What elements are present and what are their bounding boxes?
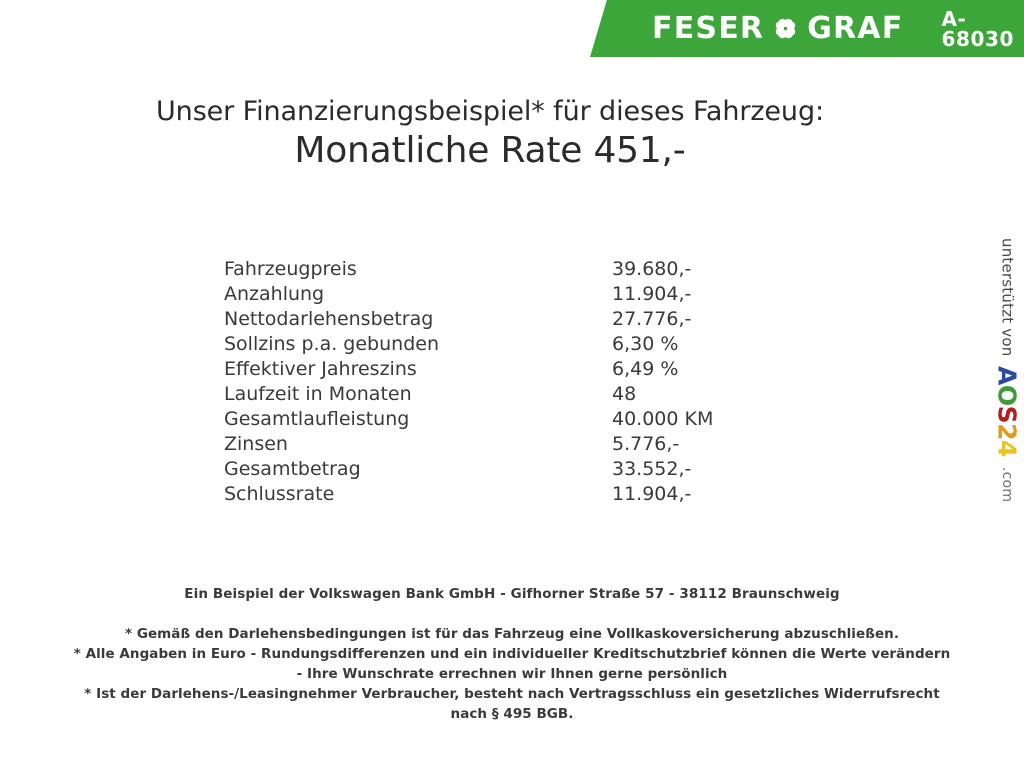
table-row: Gesamtlaufleistung 40.000 KM bbox=[224, 407, 744, 432]
financing-example-title: Unser Finanzierungsbeispiel* für dieses … bbox=[156, 96, 824, 127]
row-value: 11.904,- bbox=[612, 283, 692, 305]
financing-details-table: Fahrzeugpreis 39.680,- Anzahlung 11.904,… bbox=[224, 257, 744, 507]
disclaimer-section: * Gemäß den Darlehensbedingungen ist für… bbox=[0, 624, 1024, 724]
dealer-code: A-68030 bbox=[941, 6, 1015, 51]
logo-letter-a: A bbox=[992, 366, 1022, 386]
disclaimer-line-1: * Gemäß den Darlehensbedingungen ist für… bbox=[124, 626, 900, 642]
bank-info-line: Ein Beispiel der Volkswagen Bank GmbH - … bbox=[184, 586, 840, 602]
row-label: Fahrzeugpreis bbox=[224, 258, 357, 280]
row-value: 40.000 KM bbox=[612, 408, 714, 430]
brand-logo: FESER GRAF bbox=[652, 10, 904, 46]
financing-details-body: Fahrzeugpreis 39.680,- Anzahlung 11.904,… bbox=[224, 257, 744, 507]
logo-letter-o: O bbox=[992, 385, 1022, 407]
table-row: Sollzins p.a. gebunden 6,30 % bbox=[224, 332, 744, 357]
row-label: Schlussrate bbox=[224, 483, 335, 505]
logo-letter-s: S bbox=[992, 406, 1022, 424]
row-value: 6,30 % bbox=[612, 333, 679, 355]
brand-name-right: GRAF bbox=[807, 10, 904, 46]
row-value: 48 bbox=[612, 383, 637, 405]
row-value: 39.680,- bbox=[612, 258, 692, 280]
row-label: Effektiver Jahreszins bbox=[224, 358, 417, 380]
row-value: 33.552,- bbox=[612, 458, 692, 480]
table-row: Zinsen 5.776,- bbox=[224, 432, 744, 457]
title-section: Unser Finanzierungsbeispiel* für dieses … bbox=[0, 96, 980, 173]
row-label: Zinsen bbox=[224, 433, 288, 455]
row-value: 27.776,- bbox=[612, 308, 692, 330]
sponsor-inner: unterstützt von AOS24 .com bbox=[992, 238, 1022, 503]
table-row: Fahrzeugpreis 39.680,- bbox=[224, 257, 744, 282]
row-label: Gesamtbetrag bbox=[224, 458, 361, 480]
row-label: Laufzeit in Monaten bbox=[224, 383, 412, 405]
table-row: Nettodarlehensbetrag 27.776,- bbox=[224, 307, 744, 332]
disclaimer-line-5: nach § 495 BGB. bbox=[450, 706, 574, 722]
table-row: Schlussrate 11.904,- bbox=[224, 482, 744, 507]
table-row: Anzahlung 11.904,- bbox=[224, 282, 744, 307]
aos24-logo: AOS24 bbox=[992, 366, 1022, 458]
logo-letter-2: 2 bbox=[992, 423, 1022, 441]
row-value: 6,49 % bbox=[612, 358, 679, 380]
four-leaf-clover-icon bbox=[773, 16, 798, 41]
row-value: 5.776,- bbox=[612, 433, 680, 455]
table-row: Laufzeit in Monaten 48 bbox=[224, 382, 744, 407]
row-label: Nettodarlehensbetrag bbox=[224, 308, 434, 330]
row-label: Sollzins p.a. gebunden bbox=[224, 333, 439, 355]
brand-name-left: FESER bbox=[652, 10, 765, 46]
row-label: Gesamtlaufleistung bbox=[224, 408, 410, 430]
logo-letter-4: 4 bbox=[992, 440, 1022, 458]
header-banner: FESER GRAF A-68030 bbox=[590, 0, 1024, 57]
row-value: 11.904,- bbox=[612, 483, 692, 505]
sponsor-prefix-label: unterstützt von bbox=[998, 238, 1017, 357]
table-row: Gesamtbetrag 33.552,- bbox=[224, 457, 744, 482]
monthly-rate-title: Monatliche Rate 451,- bbox=[294, 130, 686, 172]
sponsor-strip: unterstützt von AOS24 .com bbox=[992, 238, 1022, 538]
table-row: Effektiver Jahreszins 6,49 % bbox=[224, 357, 744, 382]
row-label: Anzahlung bbox=[224, 283, 325, 305]
disclaimer-line-2: * Alle Angaben in Euro - Rundungsdiffere… bbox=[73, 646, 951, 662]
sponsor-tld-label: .com bbox=[999, 467, 1015, 503]
disclaimer-line-3: - Ihre Wunschrate errechnen wir Ihnen ge… bbox=[296, 666, 728, 682]
disclaimer-line-4: * Ist der Darlehens-/Leasingnehmer Verbr… bbox=[84, 686, 940, 702]
